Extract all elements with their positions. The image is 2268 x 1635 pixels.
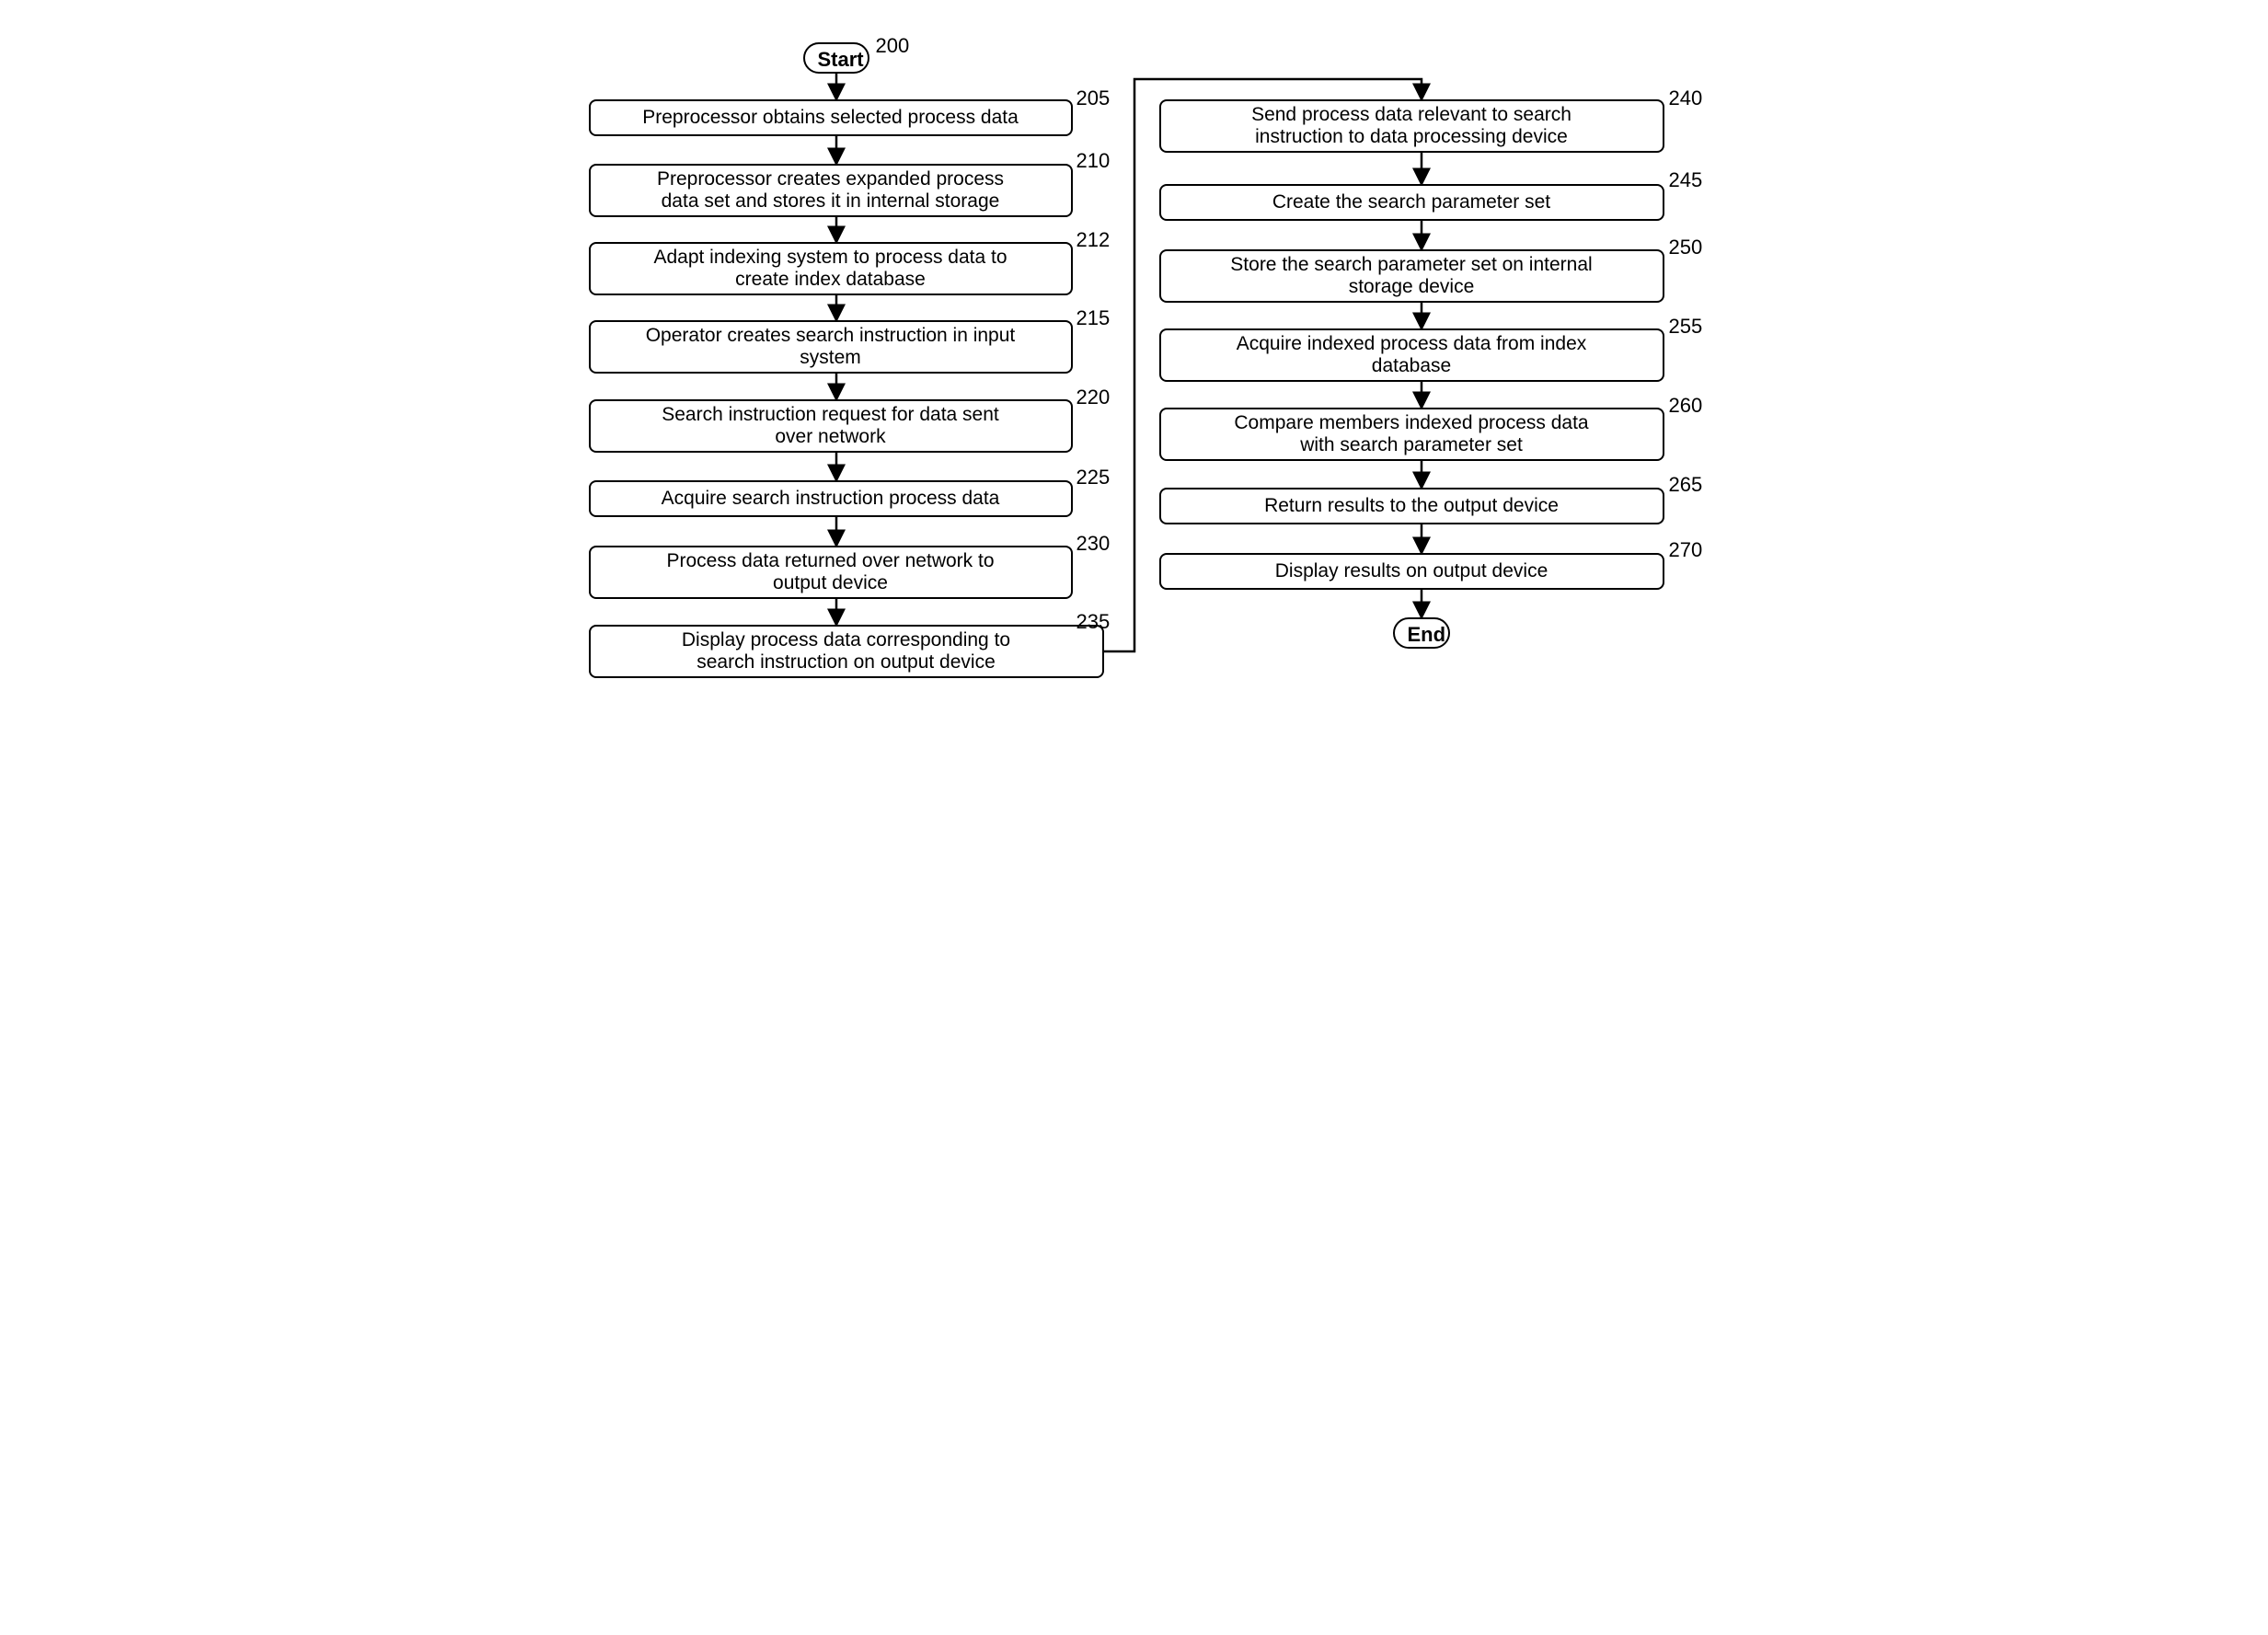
ref-220: 220 — [1076, 386, 1111, 409]
node-label: Process data returned over network toout… — [666, 550, 994, 594]
node-label: Create the search parameter set — [1272, 191, 1550, 213]
process-210: Preprocessor creates expanded processdat… — [589, 164, 1073, 217]
ref-265: 265 — [1669, 473, 1703, 497]
ref-212: 212 — [1076, 228, 1111, 252]
process-212: Adapt indexing system to process data to… — [589, 242, 1073, 295]
ref-205: 205 — [1076, 86, 1111, 110]
ref-250: 250 — [1669, 236, 1703, 259]
ref-270: 270 — [1669, 538, 1703, 562]
node-label: Display process data corresponding tosea… — [682, 629, 1010, 674]
process-230: Process data returned over network toout… — [589, 546, 1073, 599]
node-label: Adapt indexing system to process data to… — [653, 247, 1007, 291]
end-terminator: End — [1393, 617, 1450, 649]
node-label: Preprocessor creates expanded processdat… — [657, 168, 1004, 213]
node-label: Operator creates search instruction in i… — [646, 325, 1016, 369]
ref-255: 255 — [1669, 315, 1703, 339]
flowchart-diagram: Start 200 Preprocessor obtains selected pr… — [568, 18, 1701, 836]
process-235: Display process data corresponding tosea… — [589, 625, 1104, 678]
ref-240: 240 — [1669, 86, 1703, 110]
start-terminator: Start — [803, 42, 869, 74]
ref-225: 225 — [1076, 466, 1111, 489]
node-label: Display results on output device — [1275, 560, 1548, 582]
node-label: Return results to the output device — [1264, 495, 1559, 517]
process-240: Send process data relevant to searchinst… — [1159, 99, 1664, 153]
ref-230: 230 — [1076, 532, 1111, 556]
process-205: Preprocessor obtains selected process da… — [589, 99, 1073, 136]
process-215: Operator creates search instruction in i… — [589, 320, 1073, 374]
node-label: Acquire search instruction process data — [662, 488, 1000, 510]
node-label: Start — [818, 48, 864, 71]
node-label: Compare members indexed process datawith… — [1234, 412, 1588, 456]
node-label: End — [1408, 623, 1446, 646]
process-255: Acquire indexed process data from indexd… — [1159, 328, 1664, 382]
node-label: Search instruction request for data sent… — [662, 404, 999, 448]
process-265: Return results to the output device — [1159, 488, 1664, 524]
process-225: Acquire search instruction process data — [589, 480, 1073, 517]
ref-260: 260 — [1669, 394, 1703, 418]
process-245: Create the search parameter set — [1159, 184, 1664, 221]
ref-210: 210 — [1076, 149, 1111, 173]
ref-235: 235 — [1076, 610, 1111, 634]
process-250: Store the search parameter set on intern… — [1159, 249, 1664, 303]
process-270: Display results on output device — [1159, 553, 1664, 590]
ref-200: 200 — [876, 34, 910, 58]
node-label: Acquire indexed process data from indexd… — [1237, 333, 1587, 377]
process-260: Compare members indexed process datawith… — [1159, 408, 1664, 461]
ref-245: 245 — [1669, 168, 1703, 192]
node-label: Send process data relevant to searchinst… — [1251, 104, 1571, 148]
ref-215: 215 — [1076, 306, 1111, 330]
node-label: Store the search parameter set on intern… — [1230, 254, 1592, 298]
process-220: Search instruction request for data sent… — [589, 399, 1073, 453]
node-label: Preprocessor obtains selected process da… — [642, 107, 1019, 129]
